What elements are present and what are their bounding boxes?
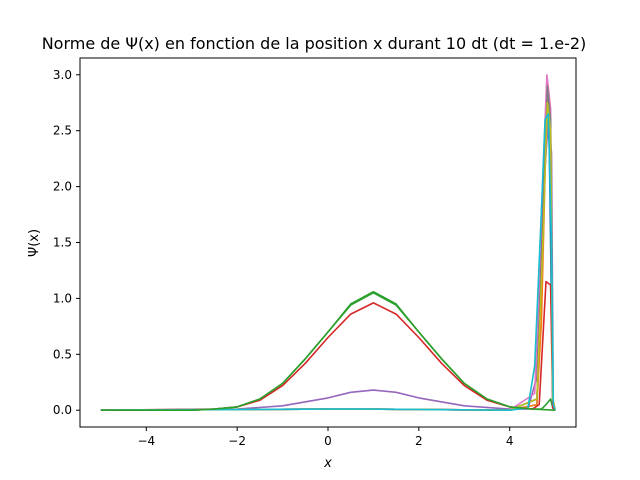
y-axis-label: Ψ(x) (27, 229, 42, 257)
y-tick-label: 0.5 (53, 347, 72, 361)
series-layer (100, 74, 556, 412)
y-tick-label: 1.0 (53, 291, 72, 305)
series-line (100, 113, 556, 412)
plot-area (79, 57, 577, 428)
y-tick-label: 1.5 (53, 236, 72, 250)
x-tick-label: 4 (506, 434, 514, 448)
y-tick-label: 2.0 (53, 180, 72, 194)
y-tick-label: 0.0 (53, 403, 72, 417)
x-tick-label: 0 (324, 434, 332, 448)
x-axis: −4 −2 0 2 4 (137, 427, 514, 448)
y-axis: 0.0 0.5 1.0 1.5 2.0 2.5 3.0 (53, 68, 80, 417)
x-axis-label: x (323, 456, 332, 471)
x-tick-label: 2 (415, 434, 423, 448)
x-tick-label: −2 (228, 434, 246, 448)
chart-title: Norme de Ψ(x) en fonction de la position… (42, 34, 587, 53)
y-tick-label: 2.5 (53, 124, 72, 138)
y-tick-label: 3.0 (53, 68, 72, 82)
series-line (100, 291, 556, 412)
series-line (100, 280, 556, 411)
x-tick-label: −4 (137, 434, 155, 448)
